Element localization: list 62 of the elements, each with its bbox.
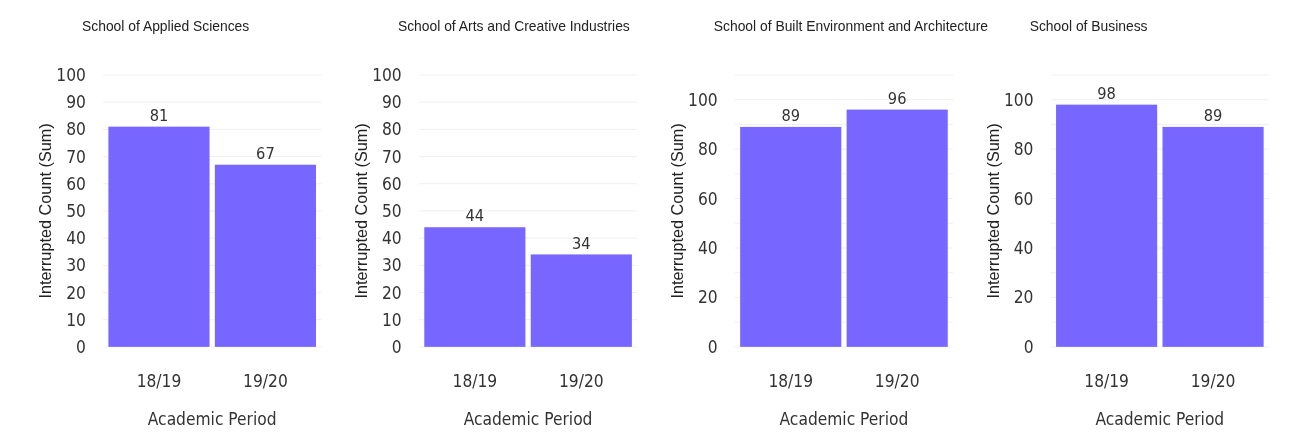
y-tick-label: 70 — [382, 146, 402, 167]
chart-title: School of Arts and Creative Industries — [397, 17, 630, 34]
y-tick-label: 80 — [66, 119, 86, 140]
y-tick-label: 90 — [66, 92, 86, 113]
data-label: 89 — [781, 106, 801, 126]
chart-title: School of Built Environment and Architecture — [713, 17, 989, 34]
y-tick-label: 10 — [66, 309, 86, 330]
x-tick-label: 18/19 — [136, 371, 182, 392]
y-tick-label: 0 — [391, 336, 402, 357]
y-tick-label: 80 — [382, 119, 402, 140]
x-axis-title: Academic Period — [1095, 409, 1225, 430]
y-tick-label: 0 — [76, 336, 86, 357]
y-tick-label: 20 — [1013, 287, 1034, 308]
y-tick-label: 90 — [382, 92, 402, 113]
y-tick-label: 100 — [372, 65, 402, 86]
chart-title: School of Business — [1029, 17, 1148, 34]
x-tick-label: 19/20 — [874, 371, 920, 392]
y-tick-label: 50 — [382, 200, 402, 221]
x-tick-label: 18/19 — [768, 371, 814, 392]
y-tick-label: 60 — [697, 188, 718, 209]
y-tick-label: 40 — [697, 238, 718, 259]
x-axis-title: Academic Period — [147, 409, 277, 430]
data-label: 89 — [1203, 106, 1223, 126]
y-axis-title: Interrupted Count (Sum) — [668, 123, 687, 299]
x-tick-label: 18/19 — [452, 371, 498, 392]
x-axis-title: Academic Period — [463, 409, 593, 430]
y-tick-label: 0 — [707, 336, 718, 357]
x-tick-label: 19/20 — [558, 371, 604, 392]
y-axis-title: Interrupted Count (Sum) — [984, 123, 1003, 299]
y-tick-label: 40 — [382, 228, 402, 249]
y-axis-title: Interrupted Count (Sum) — [352, 123, 371, 299]
x-tick-label: 19/20 — [243, 371, 288, 392]
y-tick-label: 40 — [1013, 238, 1034, 259]
data-label: 44 — [465, 206, 485, 226]
y-tick-label: 80 — [697, 139, 718, 160]
y-tick-label: 50 — [66, 200, 86, 221]
y-tick-label: 30 — [66, 255, 86, 276]
y-tick-label: 0 — [1023, 336, 1034, 357]
y-tick-label: 60 — [1013, 188, 1034, 209]
data-label: 98 — [1097, 83, 1116, 103]
data-label: 67 — [256, 143, 275, 163]
y-tick-label: 100 — [688, 89, 718, 110]
x-tick-label: 18/19 — [1084, 371, 1129, 392]
x-axis-title: Academic Period — [779, 409, 909, 430]
chart-title: School of Applied Sciences — [82, 17, 250, 34]
y-tick-label: 10 — [382, 309, 402, 330]
y-tick-label: 100 — [1003, 89, 1034, 110]
data-label: 96 — [887, 88, 907, 108]
x-tick-label: 19/20 — [1190, 371, 1236, 392]
y-tick-label: 70 — [66, 146, 86, 167]
y-tick-label: 60 — [66, 173, 86, 194]
data-label: 34 — [572, 233, 591, 253]
y-tick-label: 20 — [382, 282, 402, 303]
y-tick-label: 60 — [382, 173, 402, 194]
data-label: 81 — [149, 105, 169, 125]
y-tick-label: 80 — [1013, 139, 1034, 160]
y-tick-label: 20 — [66, 282, 86, 303]
y-tick-label: 40 — [66, 228, 86, 249]
y-tick-label: 30 — [382, 255, 402, 276]
y-tick-label: 20 — [697, 287, 718, 308]
y-tick-label: 100 — [56, 65, 86, 86]
y-axis-title: Interrupted Count (Sum) — [36, 123, 55, 299]
